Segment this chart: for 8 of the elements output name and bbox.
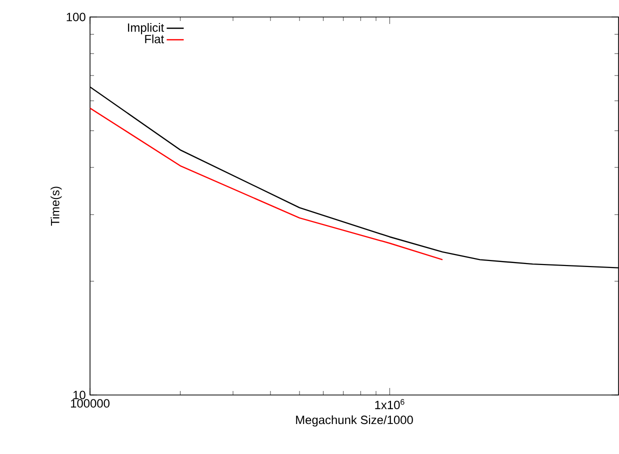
x-axis-title: Megachunk Size/1000 <box>296 415 413 426</box>
legend-label: Implicit <box>128 23 164 34</box>
y-tick-label: 100 <box>66 12 86 22</box>
y-tick-label: 10 <box>73 390 86 400</box>
x-tick-label: 1x10$^{6}$ <box>375 399 404 410</box>
x-tick-label: 100000 <box>70 399 110 408</box>
legend-label: Flat <box>145 34 164 44</box>
y-axis-title: Time(s) <box>50 186 62 226</box>
